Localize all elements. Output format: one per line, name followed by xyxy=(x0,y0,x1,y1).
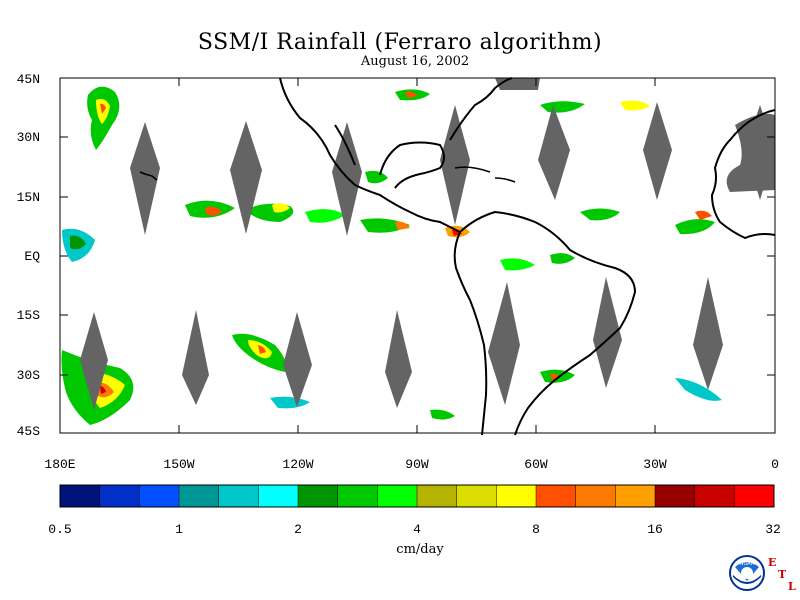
etl-letter: L xyxy=(788,580,796,593)
colorbar xyxy=(59,484,775,508)
map-title: SSM/I Rainfall (Ferraro algorithm) xyxy=(197,30,603,55)
noaa-logo-icon: NOAA xyxy=(729,555,765,591)
lat-label-30s: 30S xyxy=(16,368,40,383)
colorbar-swatch xyxy=(60,485,101,507)
data-gap-swaths xyxy=(80,78,775,410)
etl-letter: T xyxy=(778,568,787,581)
lat-label-15n: 15N xyxy=(16,190,40,205)
lon-label-90w: 90W xyxy=(405,457,429,472)
colorbar-label: 32 xyxy=(765,522,781,537)
rainfall-areas xyxy=(61,86,722,425)
colorbar-label: 2 xyxy=(294,522,302,537)
colorbar-swatch xyxy=(298,485,339,507)
lat-label-30n: 30N xyxy=(16,130,40,145)
colorbar-label: 1 xyxy=(175,522,183,537)
colorbar-swatch xyxy=(615,485,656,507)
colorbar-swatch xyxy=(377,485,418,507)
lon-label-60w: 60W xyxy=(524,457,548,472)
lon-label-30w: 30W xyxy=(643,457,667,472)
colorbar-swatch xyxy=(655,485,696,507)
coastlines xyxy=(139,77,776,436)
lat-label-45n: 45N xyxy=(16,72,40,87)
colorbar-swatch xyxy=(575,485,616,507)
colorbar-unit: cm/day xyxy=(396,542,444,557)
colorbar-swatch xyxy=(258,485,299,507)
lat-label-eq: EQ xyxy=(24,249,40,264)
colorbar-swatch xyxy=(456,485,497,507)
lon-label-180e: 180E xyxy=(44,457,76,472)
noaa-badge-text: NOAA xyxy=(740,561,755,567)
colorbar-label: 8 xyxy=(532,522,540,537)
lon-label-150w: 150W xyxy=(163,457,195,472)
lat-label-45s: 45S xyxy=(16,424,40,439)
lon-label-0: 0 xyxy=(771,457,779,472)
lat-label-15s: 15S xyxy=(16,308,40,323)
map-frame xyxy=(59,77,776,434)
colorbar-swatch xyxy=(218,485,259,507)
colorbar-swatch xyxy=(496,485,537,507)
colorbar-swatch xyxy=(536,485,577,507)
colorbar-swatch xyxy=(337,485,378,507)
colorbar-swatch xyxy=(417,485,458,507)
colorbar-swatch xyxy=(734,485,775,507)
etl-letter: E xyxy=(768,556,777,569)
axis-ticks xyxy=(60,78,775,433)
colorbar-swatch xyxy=(179,485,220,507)
colorbar-swatch xyxy=(694,485,735,507)
colorbar-label: 0.5 xyxy=(48,522,72,537)
colorbar-swatch xyxy=(139,485,180,507)
colorbar-swatch xyxy=(99,485,140,507)
colorbar-label: 16 xyxy=(647,522,663,537)
map-date: August 16, 2002 xyxy=(360,54,470,69)
lon-label-120w: 120W xyxy=(282,457,314,472)
colorbar-label: 4 xyxy=(413,522,421,537)
